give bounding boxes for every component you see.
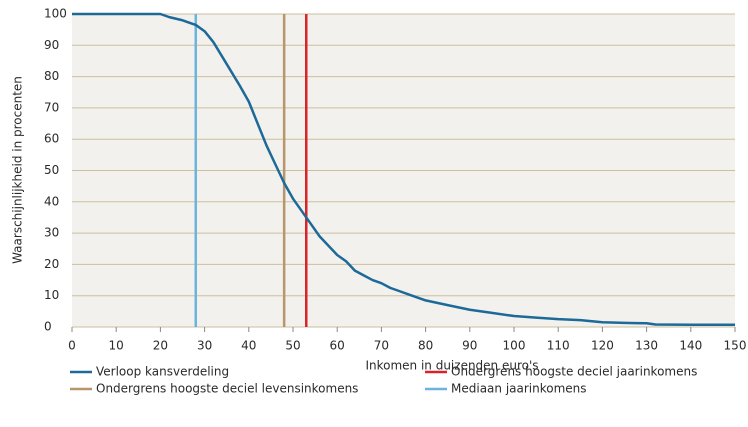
legend-label: Ondergrens hoogste deciel levensinkomens [96, 382, 358, 396]
x-tick-label: 130 [635, 339, 658, 353]
x-tick-label: 80 [418, 339, 433, 353]
data-line [72, 12, 735, 327]
legend-label: Verloop kansverdeling [96, 365, 229, 379]
x-tick-label: 0 [68, 339, 76, 353]
y-tick-label: 40 [44, 194, 59, 208]
x-tick-label: 150 [724, 339, 747, 353]
x-tick-label: 100 [503, 339, 526, 353]
x-tick-label: 90 [462, 339, 477, 353]
y-tick-label: 90 [44, 38, 59, 52]
x-tick-label: 120 [591, 339, 614, 353]
y-tick-label: 100 [44, 7, 67, 21]
x-tick-label: 70 [374, 339, 389, 353]
x-tick-label: 40 [241, 339, 256, 353]
x-tick-label: 20 [153, 339, 168, 353]
legend-label: Ondergrens hoogste deciel jaarinkomens [451, 365, 697, 379]
x-tick-label: 50 [285, 339, 300, 353]
y-tick-label: 80 [44, 69, 59, 83]
y-axis-label: Waarschijnlijkheid in procenten [11, 76, 25, 264]
x-tick-label: 60 [330, 339, 345, 353]
y-tick-label: 70 [44, 100, 59, 114]
x-tick-label: 110 [547, 339, 570, 353]
x-tick-label: 30 [197, 339, 212, 353]
y-tick-label: 10 [44, 288, 59, 302]
legend-label: Mediaan jaarinkomens [451, 382, 587, 396]
y-tick-label: 60 [44, 132, 59, 146]
y-tick-label: 0 [44, 320, 52, 334]
y-tick-label: 20 [44, 257, 59, 271]
x-axis-label: Inkomen in duizenden euro's [365, 359, 538, 373]
x-tick-label: 140 [679, 339, 702, 353]
x-tick-label: 10 [109, 339, 124, 353]
y-tick-label: 30 [44, 226, 59, 240]
y-tick-label: 50 [44, 163, 59, 177]
